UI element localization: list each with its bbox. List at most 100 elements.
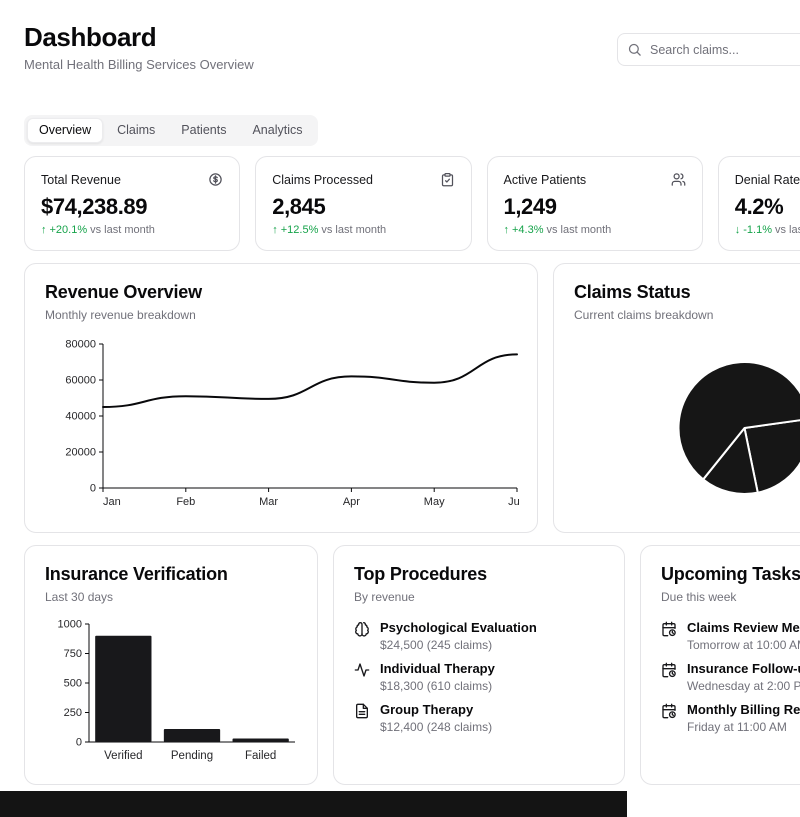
task-detail: Wednesday at 2:00 PM xyxy=(687,679,800,693)
search-input[interactable] xyxy=(617,33,800,66)
list-item: Insurance Follow-ups Wednesday at 2:00 P… xyxy=(661,661,800,694)
stat-value: 1,249 xyxy=(503,194,557,219)
activity-icon xyxy=(354,662,370,678)
trend-up-icon: ↑ xyxy=(272,224,278,236)
svg-text:Mar: Mar xyxy=(259,496,278,508)
procedure-detail: $24,500 (245 claims) xyxy=(380,638,493,652)
card-title: Top Procedures xyxy=(354,564,487,584)
svg-text:May: May xyxy=(424,496,445,508)
charts-row: Revenue Overview Monthly revenue breakdo… xyxy=(24,263,800,533)
stat-label: Active Patients xyxy=(503,172,587,187)
claims-status-card: Claims Status Current claims breakdown xyxy=(553,263,800,533)
svg-text:0: 0 xyxy=(90,483,96,495)
card-title: Revenue Overview xyxy=(45,282,202,302)
svg-text:Verified: Verified xyxy=(104,750,142,762)
stat-value: 2,845 xyxy=(272,194,326,219)
insurance-verification-card: Insurance Verification Last 30 days 0 250… xyxy=(24,545,318,785)
task-detail: Friday at 11:00 AM xyxy=(687,720,787,734)
procedure-name: Individual Therapy xyxy=(380,661,495,676)
svg-text:Jun: Jun xyxy=(508,496,519,508)
task-detail: Tomorrow at 10:00 AM xyxy=(687,638,800,652)
upcoming-tasks-card: Upcoming Tasks Due this week Claims Revi… xyxy=(640,545,800,785)
svg-text:20000: 20000 xyxy=(65,447,96,459)
claims-status-pie-chart xyxy=(677,361,800,495)
list-item: Claims Review Meeting Tomorrow at 10:00 … xyxy=(661,620,800,653)
trend-note: vs last month xyxy=(546,224,612,236)
revenue-line-chart: 0 20000 40000 60000 80000 Jan Feb Mar Apr May Jun xyxy=(65,339,519,509)
card-subtitle: Current claims breakdown xyxy=(574,308,714,322)
card-subtitle: Monthly revenue breakdown xyxy=(45,308,196,322)
procedure-name: Psychological Evaluation xyxy=(380,620,537,635)
svg-text:80000: 80000 xyxy=(65,339,96,351)
brain-icon xyxy=(354,621,370,637)
stat-card-claims-processed: Claims Processed 2,845 ↑ +12.5% vs last … xyxy=(255,156,472,251)
page-subtitle: Mental Health Billing Services Overview xyxy=(24,57,254,72)
procedure-name: Group Therapy xyxy=(380,702,474,717)
tab-analytics[interactable]: Analytics xyxy=(240,118,314,143)
procedures-list: Psychological Evaluation $24,500 (245 cl… xyxy=(354,620,604,735)
file-text-icon xyxy=(354,703,370,719)
card-title: Insurance Verification xyxy=(45,564,228,584)
trend-value: +4.3% xyxy=(512,224,544,236)
task-name: Monthly Billing Report xyxy=(687,702,800,717)
trend-note: vs last month xyxy=(775,224,800,236)
dollar-circle-icon xyxy=(208,172,223,187)
stat-card-active-patients: Active Patients 1,249 ↑ +4.3% vs last mo… xyxy=(486,156,703,251)
svg-text:750: 750 xyxy=(64,648,82,660)
tab-patients[interactable]: Patients xyxy=(169,118,238,143)
svg-text:40000: 40000 xyxy=(65,411,96,423)
list-item: Group Therapy $12,400 (248 claims) xyxy=(354,702,604,735)
dashboard-page: Dashboard Mental Health Billing Services… xyxy=(24,22,800,785)
card-subtitle: By revenue xyxy=(354,590,415,604)
dark-footer-bar xyxy=(0,791,627,817)
task-name: Insurance Follow-ups xyxy=(687,661,800,676)
calendar-clock-icon xyxy=(661,621,677,637)
procedure-detail: $18,300 (610 claims) xyxy=(380,679,493,693)
list-item: Individual Therapy $18,300 (610 claims) xyxy=(354,661,604,694)
bottom-row: Insurance Verification Last 30 days 0 250… xyxy=(24,545,800,785)
list-item: Psychological Evaluation $24,500 (245 cl… xyxy=(354,620,604,653)
stats-row: Total Revenue $74,238.89 ↑ +20.1% vs las… xyxy=(24,156,800,251)
page-title: Dashboard xyxy=(24,22,157,52)
stat-label: Denial Rate xyxy=(734,172,800,187)
calendar-clock-icon xyxy=(661,703,677,719)
card-subtitle: Due this week xyxy=(661,590,737,604)
task-name: Claims Review Meeting xyxy=(687,620,800,635)
stat-trend: ↑ +20.1% vs last month xyxy=(41,224,223,236)
svg-text:0: 0 xyxy=(76,737,82,749)
search-icon xyxy=(627,42,642,57)
tab-overview[interactable]: Overview xyxy=(27,118,104,143)
card-title: Claims Status xyxy=(574,282,691,302)
top-procedures-card: Top Procedures By revenue Psychological … xyxy=(333,545,625,785)
users-icon xyxy=(671,172,686,187)
search-box xyxy=(617,33,800,66)
stat-label: Total Revenue xyxy=(41,172,121,187)
calendar-clock-icon xyxy=(661,662,677,678)
stat-label: Claims Processed xyxy=(272,172,373,187)
tasks-list: Claims Review Meeting Tomorrow at 10:00 … xyxy=(661,620,800,735)
procedure-detail: $12,400 (248 claims) xyxy=(380,720,493,734)
trend-value: -1.1% xyxy=(743,224,772,236)
stat-value: 4.2% xyxy=(734,194,784,219)
list-item: Monthly Billing Report Friday at 11:00 A… xyxy=(661,702,800,735)
trend-down-icon: ↓ xyxy=(734,224,741,236)
svg-text:Apr: Apr xyxy=(343,496,360,508)
stat-value: $74,238.89 xyxy=(41,194,148,219)
card-title: Upcoming Tasks xyxy=(661,564,800,584)
tab-bar: Overview Claims Patients Analytics xyxy=(24,115,318,146)
stat-card-denial-rate: Denial Rate 4.2% ↓ -1.1% vs last month xyxy=(717,156,800,251)
svg-text:Feb: Feb xyxy=(176,496,195,508)
stat-card-total-revenue: Total Revenue $74,238.89 ↑ +20.1% vs las… xyxy=(24,156,241,251)
stat-trend: ↑ +4.3% vs last month xyxy=(504,224,686,236)
trend-note: vs last month xyxy=(90,224,155,236)
tab-claims[interactable]: Claims xyxy=(105,118,167,143)
stat-trend: ↑ +12.5% vs last month xyxy=(272,224,454,236)
svg-text:500: 500 xyxy=(64,678,82,690)
insurance-bar-chart: 0 250 500 750 1000 Verified Pending Failed xyxy=(58,619,295,762)
svg-text:Failed: Failed xyxy=(245,750,276,762)
svg-text:250: 250 xyxy=(64,707,82,719)
trend-value: +12.5% xyxy=(280,224,319,236)
clipboard-check-icon xyxy=(440,172,455,187)
card-subtitle: Last 30 days xyxy=(45,590,114,604)
trend-up-icon: ↑ xyxy=(41,224,47,236)
